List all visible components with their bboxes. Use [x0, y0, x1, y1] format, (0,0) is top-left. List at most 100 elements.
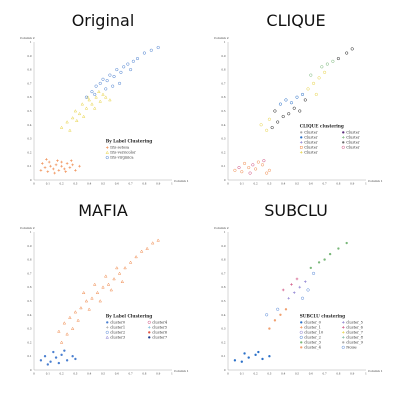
legend-label: Cluster	[346, 131, 360, 135]
data-point	[150, 241, 155, 245]
data-point	[43, 355, 47, 358]
legend-marker	[105, 150, 109, 154]
data-point	[295, 95, 299, 99]
data-point	[40, 162, 44, 165]
x-tick-label: 0.2	[60, 372, 64, 376]
legend: By Label Clusteringcluster0cluster1clust…	[105, 314, 168, 340]
y-tick-label: 0.4	[221, 313, 225, 317]
legend-label: Noise	[346, 346, 356, 350]
data-point	[93, 92, 97, 96]
chart-title: SUBCLU	[264, 201, 328, 220]
data-point	[74, 357, 77, 361]
data-point	[273, 109, 277, 113]
data-point	[62, 321, 67, 325]
legend-marker	[341, 345, 345, 349]
data-point	[92, 282, 97, 286]
data-point	[270, 126, 274, 130]
data-point	[119, 70, 123, 74]
data-point	[240, 360, 243, 363]
data-point	[300, 92, 305, 96]
y-tick-label: 0.4	[27, 123, 31, 127]
legend-label: cluster_1	[304, 326, 321, 330]
x-tick-label: 0.2	[254, 372, 258, 376]
data-point	[298, 109, 302, 113]
data-point	[243, 352, 246, 355]
y-tick-label: 0.8	[27, 68, 31, 72]
data-point	[104, 87, 108, 91]
series-5	[309, 59, 335, 77]
data-point	[240, 170, 244, 174]
x-tick-label: 0.7	[129, 182, 133, 186]
y-tick-label: 0.3	[27, 327, 31, 331]
x-tick-label: 0.6	[309, 372, 313, 376]
data-point	[73, 310, 78, 314]
data-point	[287, 112, 291, 116]
data-point	[69, 159, 73, 162]
series-1	[237, 159, 266, 175]
x-tick-label: 0.9	[350, 182, 354, 186]
data-point	[112, 277, 116, 281]
y-tick-label: 1	[30, 40, 32, 44]
y-tick-label: 0.6	[27, 95, 31, 99]
data-point	[267, 117, 271, 121]
data-point	[247, 356, 250, 359]
series-3	[287, 280, 307, 300]
data-point	[70, 116, 75, 120]
y-axis-label: Column 2	[214, 226, 229, 230]
x-tick-label: 0.1	[46, 372, 50, 376]
legend-marker	[299, 335, 303, 339]
y-tick-label: 0.7	[221, 271, 225, 275]
legend-label: cluster_2	[304, 336, 321, 340]
legend-label: cluster6	[152, 331, 168, 335]
data-point	[284, 98, 288, 102]
x-axis-label: Column 1	[368, 179, 383, 183]
data-point	[84, 106, 89, 110]
data-point	[309, 266, 312, 270]
data-point	[287, 296, 291, 300]
x-tick-label: 0.8	[142, 182, 146, 186]
y-tick-label: 0.8	[221, 258, 225, 262]
data-point	[128, 260, 133, 264]
legend-marker	[341, 331, 345, 334]
data-point	[281, 114, 285, 119]
x-tick-label: 0.3	[73, 182, 77, 186]
data-point	[328, 252, 332, 256]
legend-marker	[341, 326, 345, 329]
data-point	[345, 241, 348, 245]
data-point	[303, 280, 307, 283]
legend-marker	[106, 321, 109, 324]
legend-marker	[342, 141, 345, 144]
data-point	[57, 329, 61, 333]
legend-label: cluster_3	[304, 341, 321, 345]
legend-label: Cluster	[346, 141, 360, 145]
legend-label: cluster_8	[346, 336, 363, 340]
legend-marker	[300, 321, 303, 324]
data-point	[90, 296, 94, 300]
data-point	[156, 45, 160, 50]
legend-marker	[105, 330, 109, 334]
legend-marker	[342, 341, 345, 344]
legend-marker	[299, 141, 303, 144]
data-point	[65, 120, 69, 124]
data-point	[101, 285, 105, 289]
y-tick-label: 0.9	[27, 54, 31, 58]
data-point	[53, 171, 56, 175]
data-point	[76, 318, 80, 322]
legend-marker	[299, 326, 303, 329]
data-point	[56, 159, 59, 162]
data-point	[49, 360, 52, 363]
series-4	[259, 70, 327, 132]
legend-label: Cluster	[304, 136, 318, 140]
x-tick-label: 0	[227, 182, 229, 186]
data-point	[145, 246, 149, 250]
x-tick-label: 0.5	[101, 372, 105, 376]
y-tick-label: 1	[30, 230, 32, 234]
data-point	[101, 92, 105, 96]
legend-marker	[300, 346, 303, 349]
data-point	[122, 65, 126, 69]
data-point	[306, 288, 310, 292]
legend-marker	[341, 145, 345, 149]
chart-panel-3: SUBCLU Column 2 Column 1 0 0.1 0.2 0.3 0.4 0.5 0.…	[214, 201, 383, 376]
x-tick-label: 0.3	[73, 372, 77, 376]
data-point	[63, 167, 66, 171]
